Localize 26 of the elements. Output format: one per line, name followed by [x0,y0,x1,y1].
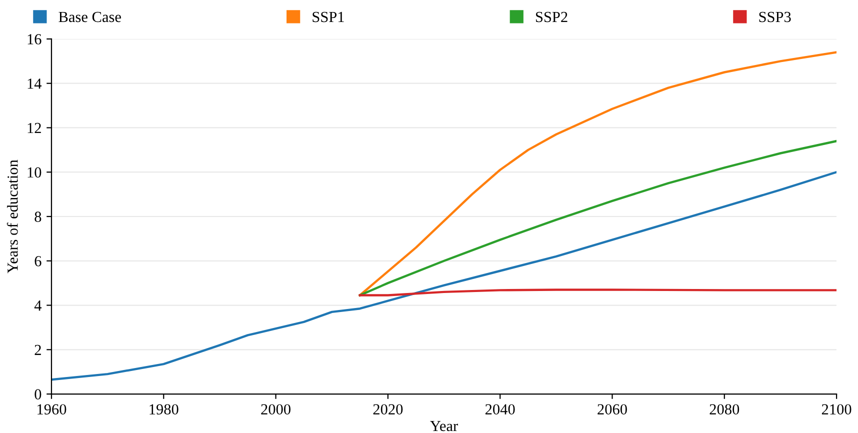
y-tick-label: 0 [34,389,42,400]
line-series [358,51,837,296]
x-tick-label: 2020 [373,404,403,415]
y-tick-label: 6 [34,256,42,266]
y-tick-label: 12 [28,122,41,134]
y-axis-title: Years of education [6,160,18,274]
y-tick-label: 16 [28,34,42,44]
legend-label: SSP3 [759,12,791,22]
x-tick-label: 2060 [598,404,627,415]
line-series [358,140,837,296]
legend-label: SSP1 [312,12,344,22]
x-tick-label: 2040 [485,404,515,415]
x-tick-label: 2080 [710,404,740,415]
x-tick-label: 1980 [150,404,178,415]
x-tick-label: 2000 [261,404,290,415]
y-tick-label: 8 [34,212,42,222]
x-tick-label: 2100 [822,404,852,415]
legend-label: Base Case [58,12,121,22]
x-tick-label: 1960 [38,404,66,415]
y-tick-label: 14 [28,78,42,89]
legend-label: SSP2 [536,12,568,22]
line-series [51,171,837,381]
x-axis-title: Year [430,420,458,432]
y-tick-label: 4 [34,300,42,311]
y-tick-label: 10 [28,167,42,178]
y-tick-label: 2 [34,344,41,355]
